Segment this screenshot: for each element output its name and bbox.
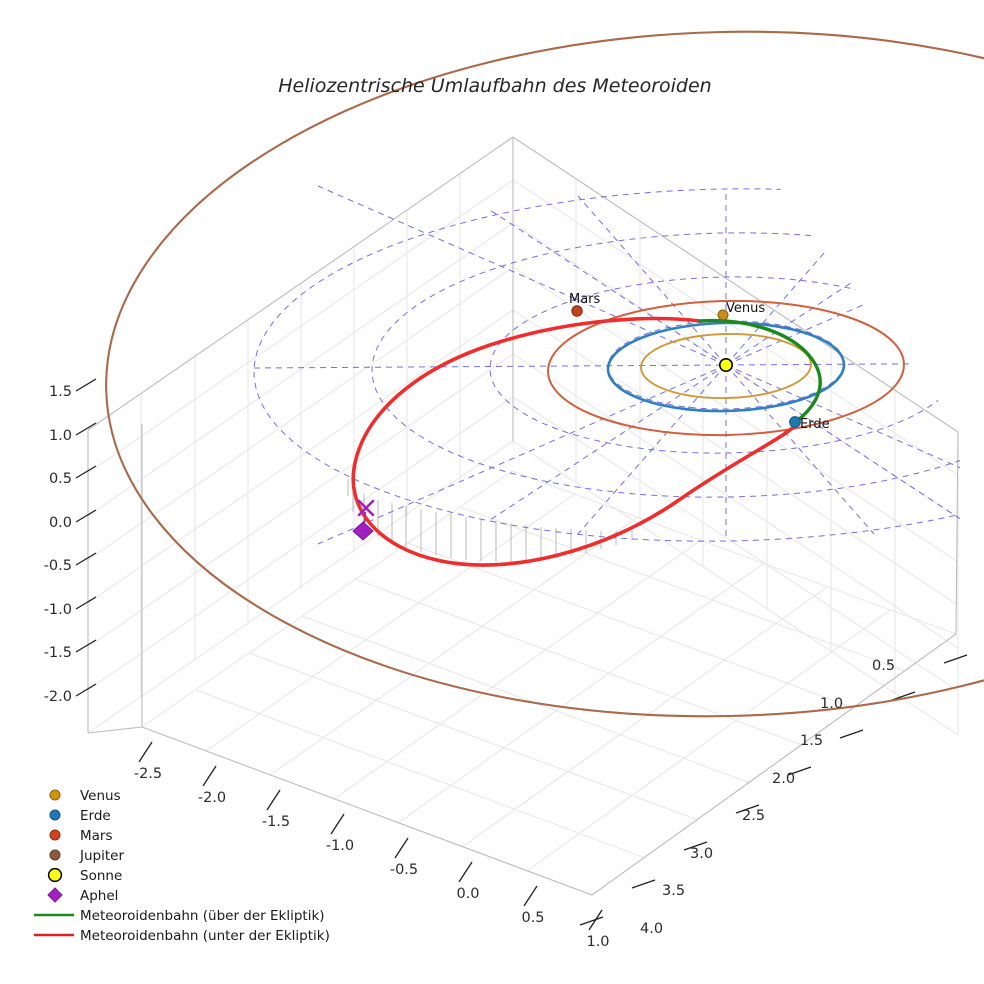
legend-marker-venus bbox=[49, 789, 61, 801]
svg-text:1.0: 1.0 bbox=[49, 428, 72, 444]
svg-text:-0.5: -0.5 bbox=[390, 862, 418, 878]
svg-text:-1.5: -1.5 bbox=[44, 645, 72, 661]
svg-text:-2.0: -2.0 bbox=[198, 790, 226, 806]
mars-label: Mars bbox=[569, 292, 601, 307]
svg-text:3.5: 3.5 bbox=[662, 883, 685, 899]
svg-text:0.0: 0.0 bbox=[456, 886, 479, 902]
legend-marker-sonne bbox=[47, 867, 63, 883]
meteoroid-orbit bbox=[351, 316, 822, 567]
legend-label-jupiter: Jupiter bbox=[79, 848, 124, 864]
planet-orbits bbox=[105, 30, 984, 718]
svg-text:0.0: 0.0 bbox=[49, 515, 72, 531]
orbit-projection-stems bbox=[347, 479, 633, 562]
legend-label-sonne: Sonne bbox=[80, 868, 122, 884]
pane-grid-walls bbox=[87, 136, 959, 896]
svg-text:2.5: 2.5 bbox=[742, 808, 765, 824]
legend-marker-mars bbox=[49, 829, 61, 841]
axis-ticks bbox=[75, 378, 968, 931]
y-tick-labels: 0.5 1.0 1.5 2.0 2.5 3.0 3.5 4.0 bbox=[640, 658, 895, 937]
planet-markers: Mars Venus Erde bbox=[569, 292, 830, 432]
orbit-jupiter bbox=[105, 30, 984, 718]
venus-label: Venus bbox=[726, 301, 765, 316]
aphel-drop-line bbox=[363, 511, 366, 529]
erde-label: Erde bbox=[800, 417, 830, 432]
legend-label-erde: Erde bbox=[80, 808, 111, 824]
legend-label-above-ecliptic: Meteoroidenbahn (über der Ekliptik) bbox=[80, 908, 325, 924]
svg-text:-2.5: -2.5 bbox=[134, 766, 162, 782]
svg-text:1.0: 1.0 bbox=[820, 696, 843, 712]
svg-text:1.5: 1.5 bbox=[800, 733, 823, 749]
svg-text:-0.5: -0.5 bbox=[44, 558, 72, 574]
legend-label-mars: Mars bbox=[80, 828, 113, 844]
legend-label-venus: Venus bbox=[80, 788, 121, 804]
venus-marker bbox=[717, 309, 729, 321]
x-tick-labels: -2.5 -2.0 -1.5 -1.0 -0.5 0.0 0.5 1.0 bbox=[134, 766, 610, 950]
erde-marker bbox=[789, 416, 801, 428]
legend-marker-erde bbox=[49, 809, 61, 821]
svg-text:-1.5: -1.5 bbox=[262, 814, 290, 830]
mars-marker bbox=[571, 305, 583, 317]
aphel-group bbox=[352, 499, 375, 541]
svg-text:0.5: 0.5 bbox=[521, 910, 544, 926]
aphel-cross-icon bbox=[357, 499, 375, 517]
sonne-marker bbox=[718, 357, 733, 372]
meteoroid-orbit-below-ecliptic bbox=[351, 316, 799, 567]
legend-label-aphel: Aphel bbox=[80, 888, 118, 904]
svg-text:-1.0: -1.0 bbox=[44, 602, 72, 618]
svg-text:-1.0: -1.0 bbox=[326, 838, 354, 854]
svg-text:4.0: 4.0 bbox=[640, 921, 663, 937]
svg-text:1.5: 1.5 bbox=[49, 384, 72, 400]
ecliptic-polar-grid bbox=[253, 185, 960, 545]
svg-text:1.0: 1.0 bbox=[586, 934, 609, 950]
legend-label-below-ecliptic: Meteoroidenbahn (unter der Ekliptik) bbox=[80, 928, 330, 944]
svg-text:0.5: 0.5 bbox=[872, 658, 895, 674]
legend: Venus Erde Mars Jupiter Sonne Aphel Mete… bbox=[34, 788, 330, 944]
svg-text:0.5: 0.5 bbox=[49, 471, 72, 487]
legend-marker-jupiter bbox=[49, 849, 61, 861]
z-tick-labels: 1.5 1.0 0.5 0.0 -0.5 -1.0 -1.5 -2.0 bbox=[44, 384, 72, 705]
svg-text:3.0: 3.0 bbox=[690, 846, 713, 862]
meteoroid-orbit-above-ecliptic bbox=[698, 318, 822, 423]
aphel-diamond-marker bbox=[352, 521, 374, 541]
orbit-erde bbox=[606, 321, 846, 413]
svg-text:2.0: 2.0 bbox=[772, 771, 795, 787]
svg-text:-2.0: -2.0 bbox=[44, 689, 72, 705]
legend-marker-aphel bbox=[47, 887, 63, 903]
orbit-venus bbox=[640, 333, 812, 399]
page-title: Heliozentrische Umlaufbahn des Meteoroid… bbox=[278, 75, 711, 97]
orbit-mars bbox=[547, 299, 905, 437]
